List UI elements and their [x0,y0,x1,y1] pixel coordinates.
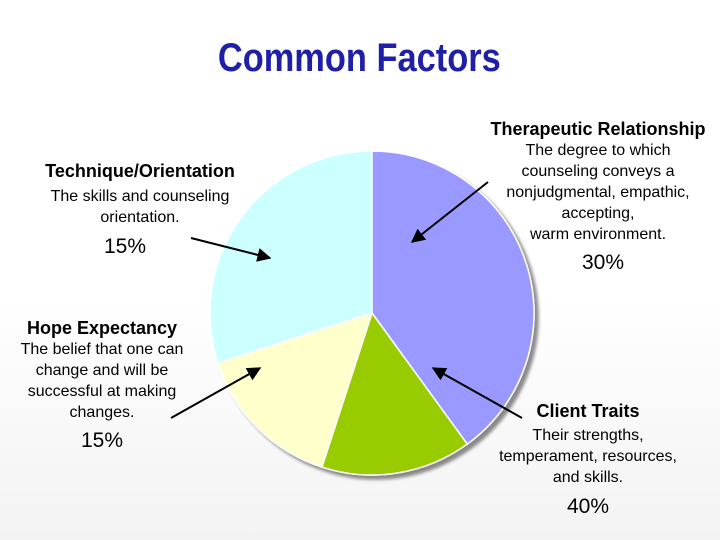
label-hope-heading: Hope Expectancy [26,318,178,338]
label-therapeutic-heading: Therapeutic Relationship [490,119,706,139]
arrow-technique [190,237,272,262]
label-client-desc-1: Their strengths, [532,427,644,444]
label-therapeutic-desc-3: nonjudgmental, empathic, [506,184,690,201]
label-therapeutic: Therapeutic Relationship The degree to w… [478,118,718,276]
slide-title: Common Factors [217,36,501,80]
label-technique-desc-2: orientation. [100,209,180,226]
label-hope-desc-3: successful at making [27,383,177,400]
label-client-percent: 40% [566,495,610,518]
label-technique-percent: 15% [103,235,147,258]
label-technique: Technique/Orientation The skills and cou… [20,160,260,260]
arrow-therapeutic [410,181,489,243]
label-hope-desc-2: change and will be [35,362,169,379]
label-client: Client Traits Their strengths, temperame… [478,400,698,520]
pie-slice-client [371,150,535,446]
pie-slice-hope [320,311,469,476]
label-hope-desc-4: changes. [69,404,135,421]
pie-slice-technique [216,311,374,469]
label-client-desc-3: and skills. [552,469,624,486]
arrow-client [431,367,523,419]
label-therapeutic-desc-2: counseling conveys a [521,163,675,180]
label-therapeutic-percent: 30% [581,251,625,274]
arrow-hope [170,367,262,419]
label-client-desc-2: temperament, resources, [499,448,677,465]
pie-slice-therapeutic [209,150,373,365]
label-therapeutic-desc-4: accepting, [561,205,635,222]
label-technique-desc-1: The skills and counseling [50,188,230,205]
label-therapeutic-desc-5: warm environment. [529,226,667,243]
label-therapeutic-desc-1: The degree to which [525,142,671,159]
label-hope: Hope Expectancy The belief that one can … [2,317,202,454]
label-hope-desc-1: The belief that one can [20,341,184,358]
label-client-heading: Client Traits [536,401,640,421]
label-hope-percent: 15% [80,429,124,452]
label-technique-heading: Technique/Orientation [45,161,235,181]
